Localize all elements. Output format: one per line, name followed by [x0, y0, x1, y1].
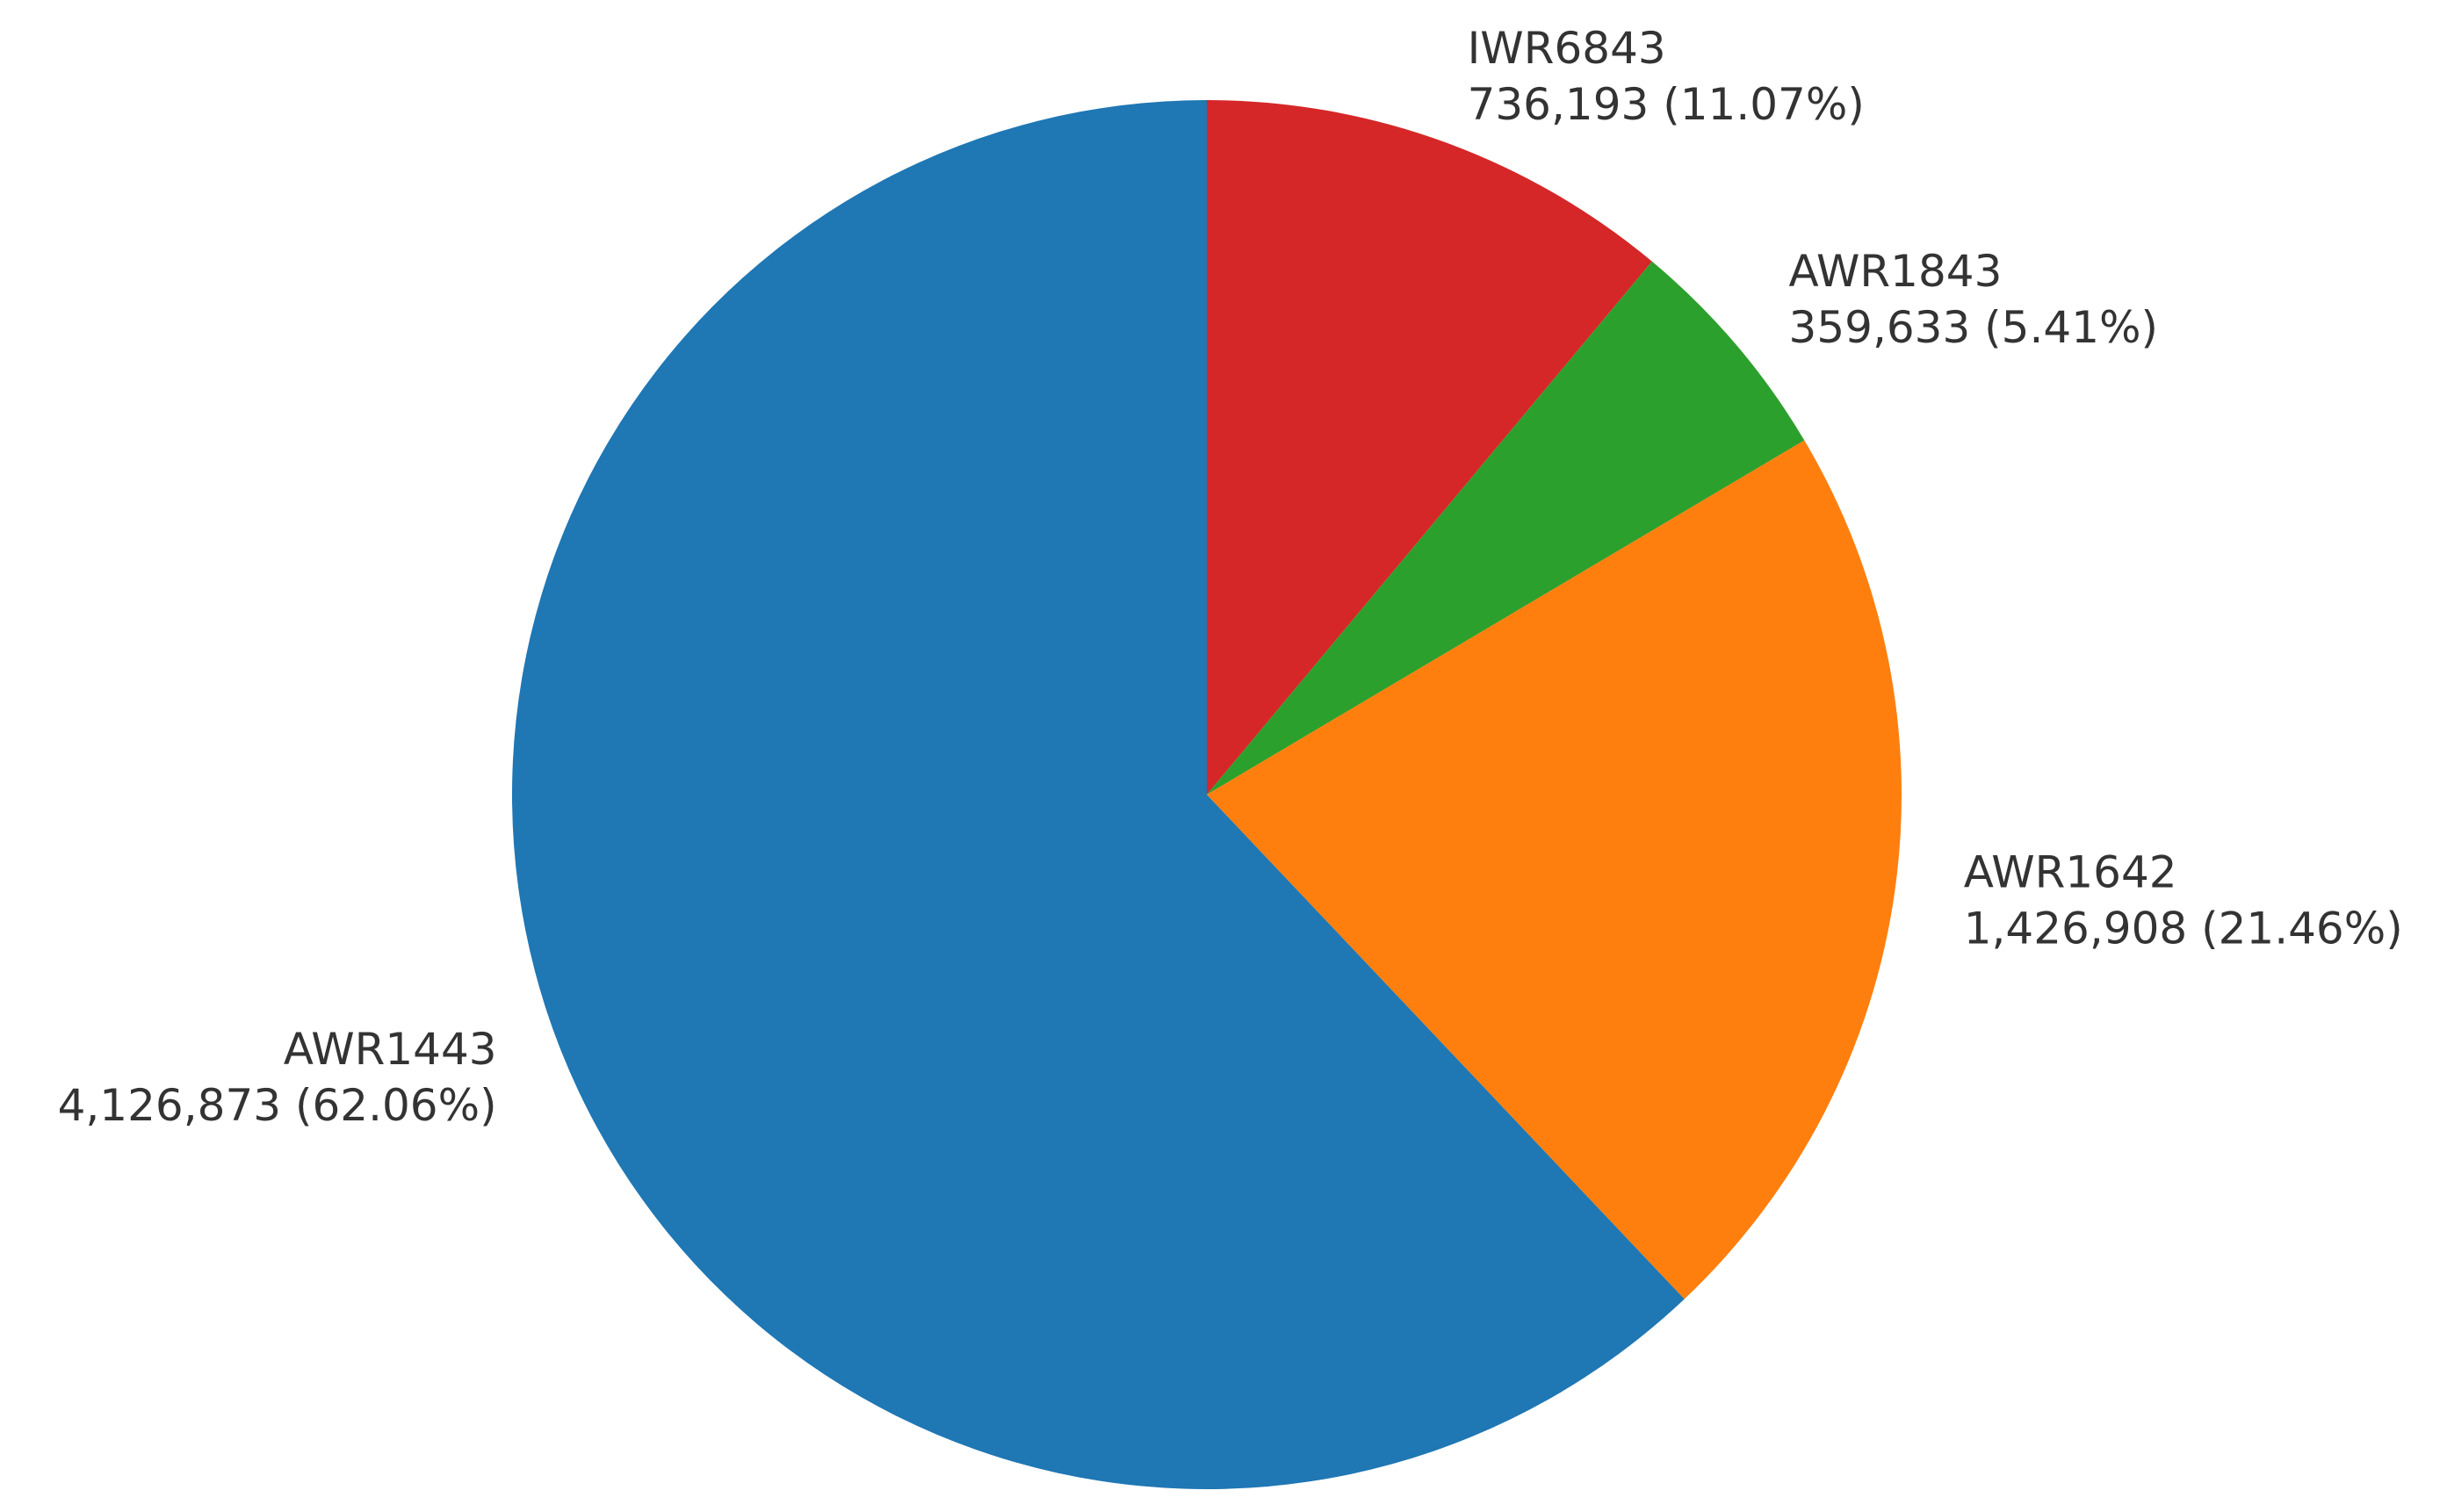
pie-label-value: 4,126,873 (62.06%) — [58, 1080, 497, 1131]
pie-label-percent: (21.46%) — [2187, 903, 2403, 954]
pie-label-count: 1,426,908 — [1964, 903, 2187, 954]
pie-label-awr1642: AWR1642 1,426,908 (21.46%) — [1964, 846, 2403, 954]
pie-label-name: AWR1843 — [1789, 246, 2003, 297]
pie-slice-awr1642 — [1207, 440, 1902, 1300]
pie-slice-awr1843 — [1207, 261, 1805, 795]
pie-label-count: 736,193 — [1468, 79, 1649, 130]
pie-label-value: 1,426,908 (21.46%) — [1964, 903, 2403, 954]
pie-labels: IWR6843 736,193 (11.07%) AWR1843 359,633 (5… — [58, 23, 2403, 1131]
pie-slice-awr1443 — [512, 100, 1685, 1489]
pie-label-count: 359,633 — [1789, 302, 1971, 353]
pie-label-percent: (11.07%) — [1649, 79, 1865, 130]
pie-label-count: 4,126,873 — [58, 1080, 281, 1131]
pie-label-name: AWR1642 — [1964, 846, 2177, 897]
pie-slices — [512, 100, 1902, 1489]
pie-label-awr1843: AWR1843 359,633 (5.41%) — [1789, 246, 2159, 353]
pie-label-iwr6843: IWR6843 736,193 (11.07%) — [1468, 23, 1865, 130]
pie-label-value: 736,193 (11.07%) — [1468, 79, 1865, 130]
pie-label-percent: (5.41%) — [1970, 302, 2158, 353]
pie-label-name: IWR6843 — [1468, 23, 1666, 74]
pie-label-awr1443: AWR1443 4,126,873 (62.06%) — [58, 1024, 497, 1131]
pie-label-percent: (62.06%) — [281, 1080, 497, 1131]
pie-slice-iwr6843 — [1207, 100, 1652, 795]
pie-label-value: 359,633 (5.41%) — [1789, 302, 2159, 353]
pie-label-name: AWR1443 — [284, 1024, 497, 1075]
